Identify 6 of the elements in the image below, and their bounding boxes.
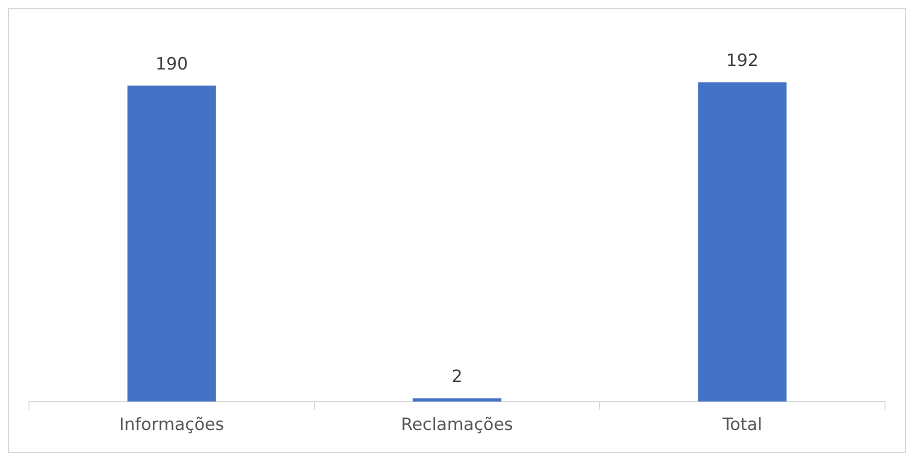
data-label: 190: [155, 54, 188, 75]
x-tick-label: Informações: [119, 415, 224, 436]
data-label: 192: [726, 51, 759, 72]
x-tick-label: Total: [721, 415, 762, 436]
data-label: 2: [452, 367, 462, 388]
x-tick-label: Reclamações: [400, 415, 514, 436]
